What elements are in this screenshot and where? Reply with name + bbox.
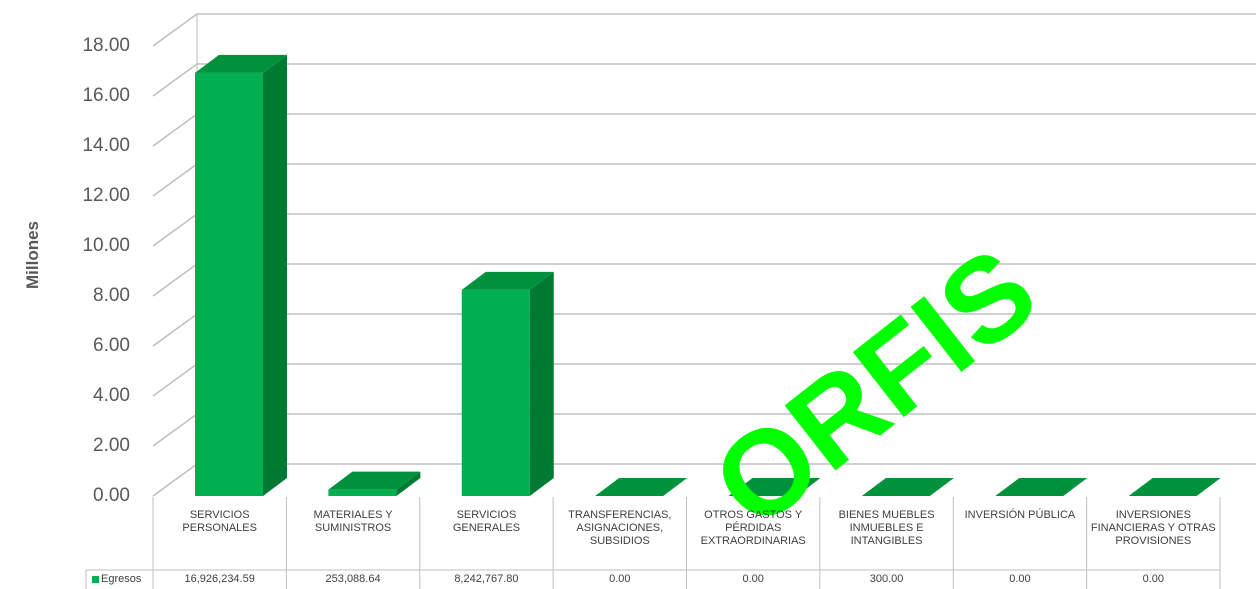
category-label: SERVICIOS GENERALES [452,509,521,534]
grid-line [152,13,1256,47]
bar-side [929,477,954,496]
y-tick-label: 4.00 [93,385,130,406]
category-label: OTROS GASTOS Y PÉRDIDAS EXTRAORDINARIAS [700,509,806,547]
bar-top [461,271,554,290]
bar-front [461,289,530,496]
category-label: INVERSIONES FINANCIERAS Y OTRAS PROVISIO… [1090,509,1216,547]
bar [861,477,954,496]
y-axis-title: Millones [23,221,42,289]
bar [195,54,287,497]
y-tick-label: 2.00 [93,435,130,456]
bar-top [995,478,1088,496]
value-label: 0.00 [1142,573,1165,585]
bar [328,471,421,496]
value-label: 0.00 [742,573,764,585]
bar-top [195,54,287,73]
bar [595,478,688,496]
value-label: 300.00 [869,573,904,585]
y-tick-label: 18.00 [82,35,130,56]
grid-line [152,113,1256,147]
bar-front [195,72,263,497]
value-label: 253,088.64 [325,573,381,585]
grid-line [152,313,1256,347]
legend-label: Egresos [101,573,142,585]
y-tick-label: 8.00 [93,285,130,306]
category-label: TRANSFERENCIAS, ASIGNACIONES, SUBSIDIOS [568,509,672,547]
bar-side [529,271,554,496]
bar [1128,478,1221,496]
category-label: BIENES MUEBLES INMUEBLES E INTANGIBLES [838,509,935,547]
grid-line [152,213,1256,247]
bar-top [1128,478,1221,496]
legend-key [92,576,99,583]
category-label: SERVICIOS PERSONALES [182,509,257,534]
value-label: 0.00 [1009,573,1031,585]
bar-front [328,489,397,496]
y-tick-label: 16.00 [82,85,130,106]
y-tick-label: 10.00 [82,235,130,256]
grid-line [152,63,1256,97]
y-tick-label: 6.00 [93,335,130,356]
bar-top [728,478,821,496]
bar-top [328,471,421,490]
bar-side [263,54,287,496]
value-label: 8,242,767.80 [454,573,519,585]
bar-top [861,477,954,496]
value-label: 16,926,234.59 [184,573,255,585]
bar [461,271,554,496]
category-label: MATERIALES Y SUMINISTROS [313,509,393,534]
bar [995,478,1088,496]
y-tick-label: 14.00 [82,135,130,156]
bar-top [595,478,688,496]
bar [728,478,821,496]
grid-line [152,263,1256,297]
grid-line [152,163,1256,197]
y-tick-label: 12.00 [82,185,130,206]
y-tick-label: 0.00 [93,485,130,506]
value-label: 0.00 [609,573,631,585]
category-label: INVERSIÓN PÚBLICA [964,509,1076,521]
bar-side [396,471,421,496]
grid-line [152,363,1256,397]
